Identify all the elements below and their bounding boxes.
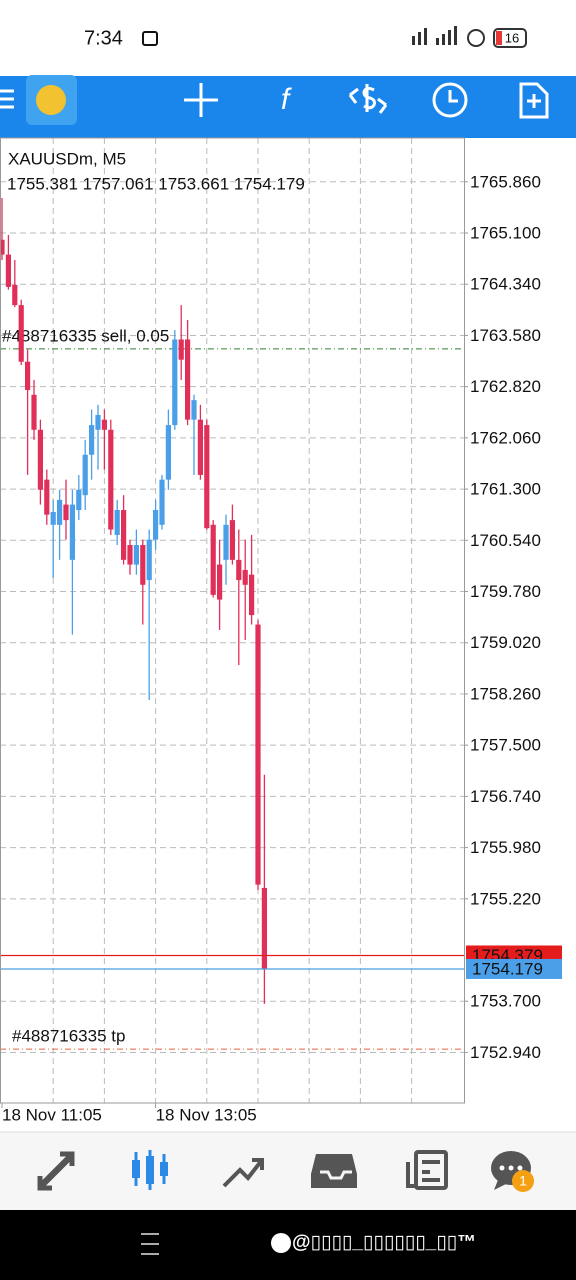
y-tick-label: 1760.540 [470, 531, 541, 550]
y-tick-label: 1762.060 [470, 428, 541, 447]
y-tick-label: 1755.980 [470, 838, 541, 857]
candle-body [133, 545, 139, 565]
candle-body [0, 239, 5, 255]
candle-body [18, 305, 24, 362]
candle-body [178, 339, 184, 360]
facebook-icon [271, 1233, 291, 1253]
candle-body [229, 520, 235, 560]
notification-icon [142, 31, 158, 46]
candle-body [204, 425, 210, 529]
menu-button[interactable] [0, 89, 14, 109]
candle-body [63, 504, 69, 521]
y-tick-label: 1761.300 [470, 480, 541, 499]
news-tab[interactable] [406, 1150, 448, 1190]
chat-badge [512, 1170, 534, 1192]
history-tab[interactable] [311, 1154, 357, 1188]
chart: 1765.860 1765.100 1764.340 1763.580 1762.820… [0, 138, 562, 1124]
y-tick-label: 1752.940 [470, 1043, 541, 1062]
candle-body [108, 429, 114, 530]
y-tick-label: 1763.580 [470, 326, 541, 345]
chat-badge-count: 1 [519, 1173, 527, 1189]
y-tick-label: 1753.700 [470, 992, 541, 1011]
trade-button[interactable] [348, 84, 388, 114]
quotes-tab[interactable] [37, 1151, 75, 1191]
order-label: #488716335 sell, 0.05 [2, 326, 169, 345]
x-tick-label: 18 Nov 11:05 [2, 1105, 102, 1124]
price-label-box [466, 958, 562, 979]
candle-body [191, 400, 197, 420]
candle-body [242, 569, 248, 585]
x-tick-label: 18 Nov 13:05 [156, 1105, 257, 1124]
candle-body [249, 574, 255, 616]
crosshair-button[interactable] [184, 83, 218, 117]
y-tick-label: 1764.340 [470, 275, 541, 294]
y-tick-label: 1765.100 [470, 224, 541, 243]
candle-body [172, 339, 178, 426]
y-tick-label: 1756.740 [470, 787, 541, 806]
candle-body [185, 339, 191, 420]
app-logo-mark [36, 85, 66, 115]
clock: 7:34 [84, 27, 123, 49]
candle-body [44, 479, 50, 515]
candle-body [127, 545, 133, 565]
candle-body [76, 489, 82, 510]
y-tick-label: 1758.260 [470, 684, 541, 703]
candle-body [82, 454, 88, 496]
candle-body [223, 524, 229, 560]
battery-level [496, 31, 502, 45]
candle-body [50, 512, 56, 525]
candle-body [5, 254, 11, 287]
new-order-button[interactable] [519, 82, 549, 119]
candle-body [89, 425, 95, 455]
candle-body [210, 524, 216, 595]
candle-body [217, 564, 223, 600]
candle-body [12, 284, 18, 306]
trade-tab[interactable] [222, 1158, 264, 1188]
candle-body [146, 539, 152, 581]
candle-body [37, 429, 43, 490]
candle-body [255, 624, 261, 885]
signal-icons [412, 26, 485, 47]
candle-body [140, 545, 146, 585]
recents-button[interactable] [141, 1233, 159, 1255]
candle-body [25, 361, 31, 391]
ohlc-text: 1755.381 1757.061 1753.661 1754.179 [7, 174, 305, 193]
candle-body [236, 559, 242, 581]
candle-body [101, 419, 107, 430]
status-bar [0, 0, 576, 76]
y-tick-label: 1765.860 [470, 172, 541, 191]
candle-body [159, 479, 165, 525]
price-label: 1754.179 [472, 959, 543, 978]
order-label: #488716335 tp [12, 1027, 125, 1046]
candle-body [114, 509, 120, 535]
chart-tab[interactable] [132, 1150, 168, 1190]
watermark: @▯▯▯▯_▯▯▯▯▯▯_▯▯™ [292, 1232, 476, 1253]
candle-body [31, 394, 37, 430]
bottom-nav [0, 1132, 576, 1210]
candle-body [165, 425, 171, 480]
battery [493, 28, 527, 48]
toolbar [0, 76, 576, 138]
battery-text: 16 [505, 30, 519, 45]
history-button[interactable] [432, 82, 468, 118]
candle-body [121, 509, 127, 560]
y-tick-label: 1762.820 [470, 377, 541, 396]
y-tick-label: 1755.220 [470, 889, 541, 908]
candle-body [57, 499, 63, 525]
candle-body [153, 509, 159, 540]
candle-body [261, 887, 267, 969]
candle-body [69, 504, 75, 560]
chart-title: XAUUSDm, M5 [8, 149, 126, 168]
candle-body [197, 419, 203, 475]
y-tick-label: 1759.780 [470, 582, 541, 601]
indicators-button[interactable]: f [281, 83, 292, 116]
y-tick-label: 1757.500 [470, 736, 541, 755]
y-tick-label: 1759.020 [470, 633, 541, 652]
chart-frame [0, 137, 465, 1104]
candle-body [95, 414, 101, 430]
